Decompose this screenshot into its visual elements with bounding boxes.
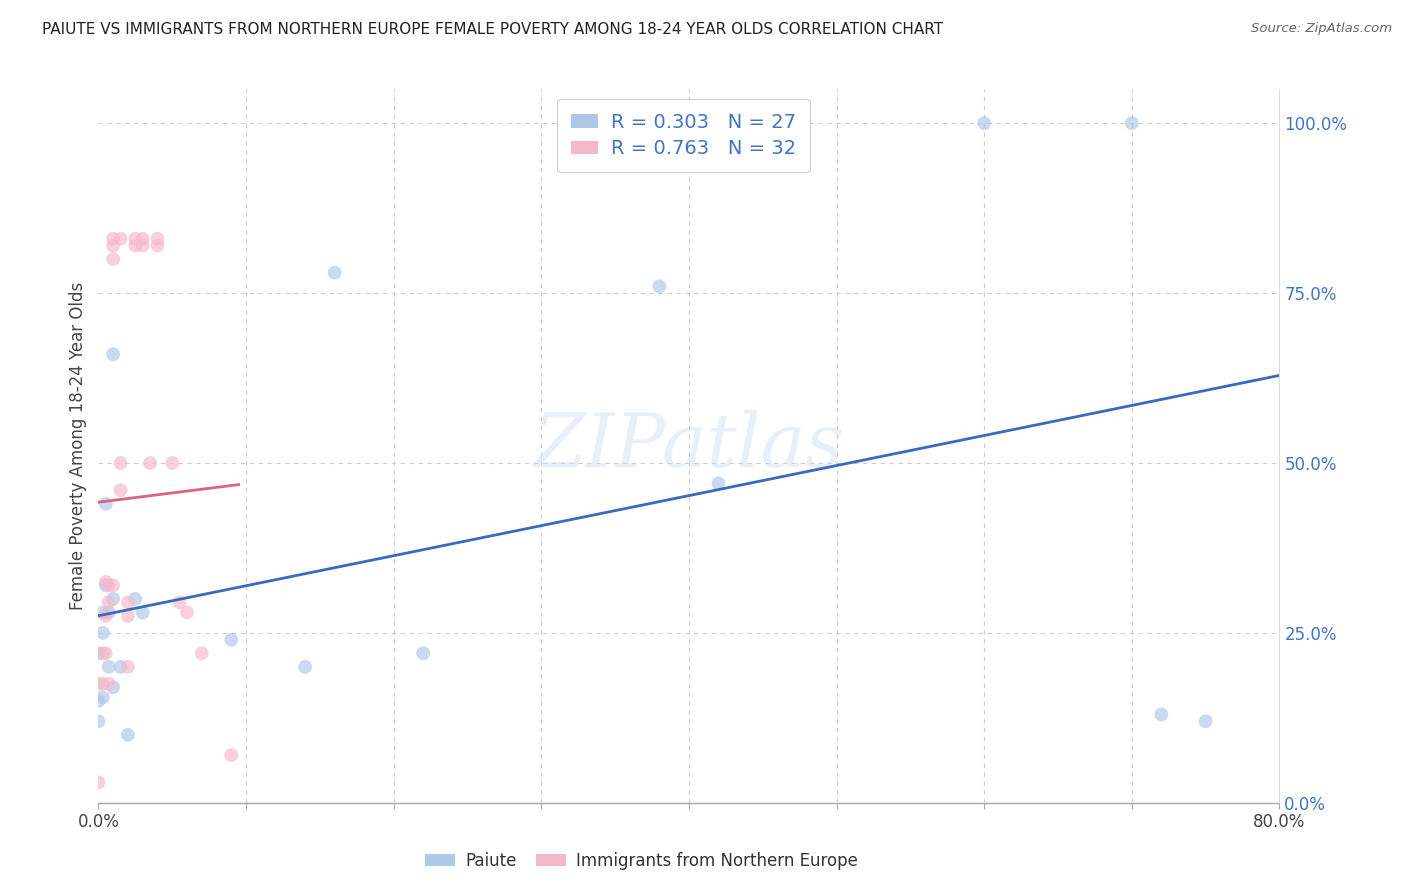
Text: Source: ZipAtlas.com: Source: ZipAtlas.com: [1251, 22, 1392, 36]
Point: [94, 608, 117, 623]
Point: [91, 690, 114, 705]
Point: [117, 595, 139, 609]
Point: [323, 266, 346, 280]
Point: [132, 606, 155, 620]
Point: [91, 606, 114, 620]
Point: [412, 646, 434, 660]
Point: [146, 238, 169, 252]
Point: [124, 591, 146, 606]
Point: [97, 595, 120, 609]
Point: [117, 660, 139, 674]
Point: [219, 748, 242, 763]
Point: [97, 578, 120, 592]
Point: [103, 232, 125, 246]
Point: [139, 456, 162, 470]
Point: [103, 578, 125, 592]
Point: [103, 238, 125, 252]
Point: [124, 238, 146, 252]
Point: [219, 632, 242, 647]
Point: [146, 232, 169, 246]
Point: [117, 728, 139, 742]
Point: [91, 646, 114, 660]
Legend: Paiute, Immigrants from Northern Europe: Paiute, Immigrants from Northern Europe: [419, 846, 865, 877]
Point: [132, 238, 155, 252]
Point: [103, 347, 125, 361]
Point: [162, 456, 183, 470]
Point: [87, 646, 110, 660]
Text: PAIUTE VS IMMIGRANTS FROM NORTHERN EUROPE FEMALE POVERTY AMONG 18-24 YEAR OLDS C: PAIUTE VS IMMIGRANTS FROM NORTHERN EUROP…: [42, 22, 943, 37]
Point: [87, 775, 110, 789]
Point: [1195, 714, 1218, 729]
Point: [1150, 707, 1173, 722]
Point: [91, 626, 114, 640]
Point: [707, 476, 730, 491]
Point: [97, 606, 120, 620]
Point: [94, 497, 117, 511]
Point: [110, 456, 132, 470]
Point: [110, 232, 132, 246]
Text: ZIPatlas: ZIPatlas: [533, 409, 845, 483]
Point: [103, 252, 125, 266]
Point: [648, 279, 671, 293]
Point: [87, 714, 110, 729]
Point: [176, 606, 198, 620]
Point: [124, 232, 146, 246]
Point: [103, 680, 125, 694]
Point: [91, 677, 114, 691]
Point: [132, 232, 155, 246]
Point: [87, 694, 110, 708]
Point: [97, 660, 120, 674]
Point: [191, 646, 214, 660]
Point: [1121, 116, 1143, 130]
Point: [87, 677, 110, 691]
Point: [117, 608, 139, 623]
Point: [94, 574, 117, 589]
Point: [97, 677, 120, 691]
Point: [294, 660, 316, 674]
Point: [110, 660, 132, 674]
Point: [94, 646, 117, 660]
Point: [110, 483, 132, 498]
Point: [103, 591, 125, 606]
Point: [94, 578, 117, 592]
Point: [973, 116, 995, 130]
Point: [169, 595, 191, 609]
Y-axis label: Female Poverty Among 18-24 Year Olds: Female Poverty Among 18-24 Year Olds: [69, 282, 87, 610]
